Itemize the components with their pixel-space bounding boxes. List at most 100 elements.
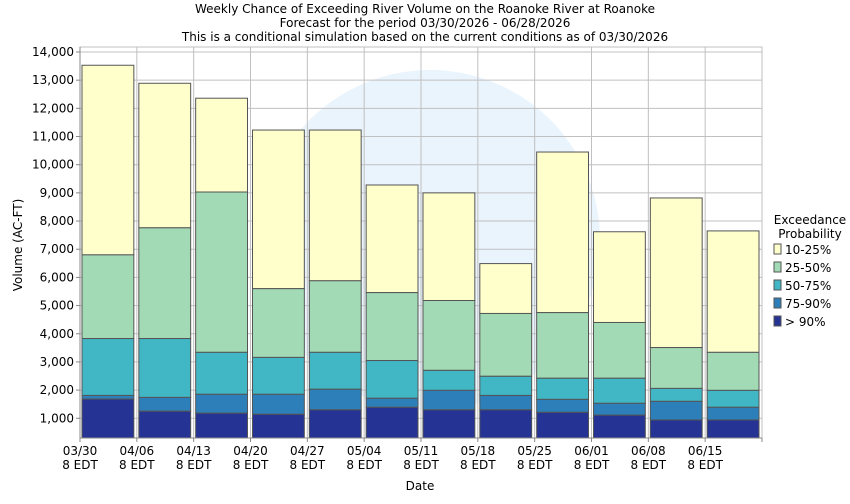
bar-segment-75-90 bbox=[81, 394, 135, 400]
bar-segment-50-75 bbox=[81, 338, 135, 396]
x-tick-label: 06/15 bbox=[688, 444, 723, 458]
x-tick-sublabel: 8 EDT bbox=[62, 458, 98, 472]
bar-segment-90 bbox=[195, 412, 249, 439]
bar-segment-75-90 bbox=[649, 400, 703, 421]
y-tick-label: 9,000 bbox=[40, 186, 74, 200]
legend-title: Exceedance bbox=[774, 213, 846, 227]
legend: Exceedance Probability 10-25% 25-50% 50-75… bbox=[773, 213, 846, 329]
y-tick-label: 6,000 bbox=[40, 270, 74, 284]
x-axis-label: Date bbox=[406, 479, 435, 493]
x-tick-sublabel: 8 EDT bbox=[403, 458, 439, 472]
axes: 1,000 2,000 3,000 4,000 5,000 6,000 7,000 8,000… bbox=[32, 45, 763, 472]
bar-segment-25-50 bbox=[365, 292, 419, 362]
y-tick-label: 14,000 bbox=[32, 45, 74, 59]
bar-segment-50-75 bbox=[365, 360, 419, 399]
x-tick-sublabel: 8 EDT bbox=[460, 458, 496, 472]
y-tick-label: 10,000 bbox=[32, 158, 74, 172]
x-tick-sublabel: 8 EDT bbox=[631, 458, 667, 472]
bar-segment-10-25 bbox=[308, 129, 362, 282]
x-tick-sublabel: 8 EDT bbox=[119, 458, 155, 472]
x-tick-sublabel: 8 EDT bbox=[574, 458, 610, 472]
bar-segment-10-25 bbox=[422, 192, 476, 302]
x-tick-sublabel: 8 EDT bbox=[517, 458, 553, 472]
x-tick-label: 05/04 bbox=[347, 444, 382, 458]
x-tick-label: 06/01 bbox=[574, 444, 609, 458]
x-tick-label: 05/18 bbox=[461, 444, 496, 458]
bar-segment-75-90 bbox=[195, 393, 249, 414]
y-tick-label: 5,000 bbox=[40, 299, 74, 313]
bar-segment-75-90 bbox=[593, 402, 646, 416]
legend-swatch bbox=[773, 315, 782, 327]
bar-segment-25-50 bbox=[138, 227, 192, 340]
bar-segment-75-90 bbox=[479, 394, 533, 411]
bar-segment-10-25 bbox=[195, 97, 249, 193]
y-tick-label: 4,000 bbox=[40, 327, 74, 341]
x-tick-label: 04/06 bbox=[120, 444, 155, 458]
y-tick-label: 13,000 bbox=[32, 73, 74, 87]
bar-segment-50-75 bbox=[479, 375, 533, 396]
bar-segment-75-90 bbox=[138, 396, 192, 412]
y-tick-label: 1,000 bbox=[40, 411, 74, 425]
bars bbox=[81, 64, 760, 439]
y-tick-label: 2,000 bbox=[40, 383, 74, 397]
legend-item-label: 25-50% bbox=[785, 261, 831, 275]
bar-segment-10-25 bbox=[138, 82, 192, 229]
bar-segment-25-50 bbox=[252, 288, 305, 358]
bar-segment-10-25 bbox=[706, 230, 760, 353]
x-tick-label: 04/20 bbox=[233, 444, 268, 458]
bar-segment-10-25 bbox=[649, 197, 703, 349]
bar-segment-90 bbox=[308, 409, 362, 439]
bar-segment-90 bbox=[479, 409, 533, 439]
y-tick-label: 3,000 bbox=[40, 355, 74, 369]
bar-segment-25-50 bbox=[649, 347, 703, 389]
bar-segment-75-90 bbox=[365, 397, 419, 408]
legend-title-2: Probability bbox=[778, 227, 841, 241]
x-tick-sublabel: 8 EDT bbox=[233, 458, 269, 472]
legend-item-label: 75-90% bbox=[785, 297, 831, 311]
y-axis-label: Volume (AC-FT) bbox=[11, 199, 25, 292]
legend-swatch bbox=[773, 297, 782, 309]
bar-segment-50-75 bbox=[308, 351, 362, 390]
bar-segment-75-90 bbox=[422, 389, 476, 411]
bar-segment-90 bbox=[649, 419, 703, 439]
x-tick-sublabel: 8 EDT bbox=[290, 458, 326, 472]
bar-segment-90 bbox=[365, 406, 419, 439]
legend-item-label: > 90% bbox=[785, 315, 826, 329]
bar-segment-25-50 bbox=[308, 280, 362, 353]
bar-segment-10-25 bbox=[593, 231, 646, 323]
bar-segment-10-25 bbox=[479, 263, 533, 314]
x-tick-label: 04/27 bbox=[290, 444, 325, 458]
bar-segment-10-25 bbox=[81, 64, 135, 256]
x-tick-sublabel: 8 EDT bbox=[176, 458, 212, 472]
bar-segment-25-50 bbox=[195, 191, 249, 353]
chart-subtitle-2: This is a conditional simulation based o… bbox=[181, 30, 668, 44]
x-tick-label: 03/30 bbox=[63, 444, 98, 458]
bar-segment-90 bbox=[138, 410, 192, 439]
legend-swatch bbox=[773, 243, 782, 255]
bar-segment-50-75 bbox=[536, 377, 590, 400]
bar-segment-90 bbox=[593, 414, 646, 439]
bar-segment-50-75 bbox=[593, 377, 646, 404]
x-tick-sublabel: 8 EDT bbox=[346, 458, 382, 472]
bar-segment-90 bbox=[536, 411, 590, 439]
x-tick-sublabel: 8 EDT bbox=[687, 458, 723, 472]
bar-segment-10-25 bbox=[252, 129, 305, 290]
y-tick-label: 12,000 bbox=[32, 101, 74, 115]
bar-segment-90 bbox=[706, 419, 760, 439]
bar-segment-75-90 bbox=[252, 393, 305, 415]
bar-segment-25-50 bbox=[81, 254, 135, 340]
bar-segment-50-75 bbox=[422, 369, 476, 391]
x-tick-label: 05/25 bbox=[517, 444, 552, 458]
y-tick-label: 8,000 bbox=[40, 214, 74, 228]
bar-segment-25-50 bbox=[479, 312, 533, 377]
y-tick-label: 11,000 bbox=[32, 130, 74, 144]
bar-segment-25-50 bbox=[536, 312, 590, 379]
bar-segment-10-25 bbox=[536, 151, 590, 314]
chart-subtitle: Forecast for the period 03/30/2026 - 06/… bbox=[280, 16, 571, 30]
bar-segment-25-50 bbox=[422, 300, 476, 371]
bar-segment-50-75 bbox=[649, 387, 703, 402]
legend-swatch bbox=[773, 279, 782, 291]
bar-segment-50-75 bbox=[195, 351, 249, 395]
x-tick-label: 04/13 bbox=[176, 444, 211, 458]
